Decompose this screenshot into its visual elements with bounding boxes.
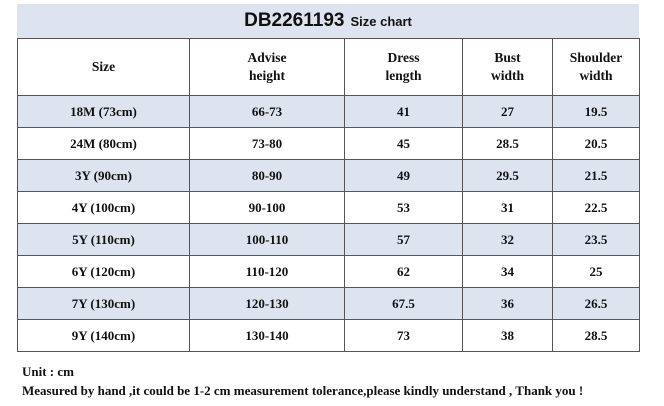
cell-size: 24M (80cm) (17, 127, 190, 160)
table-row: 4Y (100cm) 90-100 53 31 22.5 (17, 191, 640, 224)
cell-dress-length: 67.5 (344, 287, 463, 320)
chart-subtitle: Size chart (350, 14, 412, 29)
cell-size: 6Y (120cm) (17, 255, 190, 288)
cell-bust-width: 28.5 (462, 127, 553, 160)
cell-shoulder-width: 20.5 (552, 127, 640, 160)
cell-bust-width: 31 (462, 191, 553, 224)
table-row: 3Y (90cm) 80-90 49 29.5 21.5 (17, 159, 640, 192)
header-advise-height: Advise height (189, 38, 345, 96)
header-bust-width-line2: width (490, 68, 524, 83)
header-bust-width: Bust width (462, 38, 553, 96)
cell-advise-height: 90-100 (189, 191, 345, 224)
table-row: 7Y (130cm) 120-130 67.5 36 26.5 (17, 287, 640, 320)
table-row: 5Y (110cm) 100-110 57 32 23.5 (17, 223, 640, 256)
cell-bust-width: 36 (462, 287, 553, 320)
cell-shoulder-width: 28.5 (552, 319, 640, 352)
title-bar: DB2261193 Size chart (17, 4, 639, 38)
table-row: 24M (80cm) 73-80 45 28.5 20.5 (17, 127, 640, 160)
cell-dress-length: 49 (344, 159, 463, 192)
cell-dress-length: 73 (344, 319, 463, 352)
tolerance-note: Measured by hand ,it could be 1-2 cm mea… (22, 383, 584, 398)
header-advise-height-line2: height (248, 68, 285, 83)
cell-advise-height: 100-110 (189, 223, 345, 256)
header-bust-width-line1: Bust (494, 50, 521, 65)
header-dress-length: Dress length (344, 38, 463, 96)
cell-dress-length: 57 (344, 223, 463, 256)
cell-shoulder-width: 19.5 (552, 95, 640, 128)
table-row: 6Y (120cm) 110-120 62 34 25 (17, 255, 640, 288)
cell-size: 7Y (130cm) (17, 287, 190, 320)
product-code: DB2261193 (244, 10, 345, 31)
header-dress-length-line2: length (385, 68, 422, 83)
cell-size: 3Y (90cm) (17, 159, 190, 192)
cell-advise-height: 110-120 (189, 255, 345, 288)
cell-shoulder-width: 26.5 (552, 287, 640, 320)
notes: Unit : cm Measured by hand ,it could be … (22, 362, 583, 400)
cell-size: 18M (73cm) (17, 95, 190, 128)
cell-bust-width: 29.5 (462, 159, 553, 192)
cell-size: 9Y (140cm) (17, 319, 190, 352)
size-table: Size Advise height Dress length Bust width … (17, 38, 640, 352)
cell-advise-height: 120-130 (189, 287, 345, 320)
unit-note: Unit : cm (22, 364, 74, 379)
header-dress-length-line1: Dress (387, 50, 420, 65)
cell-dress-length: 53 (344, 191, 463, 224)
cell-shoulder-width: 23.5 (552, 223, 640, 256)
cell-shoulder-width: 25 (552, 255, 640, 288)
cell-bust-width: 32 (462, 223, 553, 256)
header-shoulder-width: Shoulder width (552, 38, 640, 96)
cell-bust-width: 34 (462, 255, 553, 288)
header-shoulder-width-line1: Shoulder (569, 50, 623, 65)
cell-dress-length: 45 (344, 127, 463, 160)
header-advise-height-line1: Advise (247, 50, 287, 65)
cell-bust-width: 38 (462, 319, 553, 352)
cell-size: 4Y (100cm) (17, 191, 190, 224)
cell-dress-length: 62 (344, 255, 463, 288)
cell-shoulder-width: 22.5 (552, 191, 640, 224)
cell-advise-height: 130-140 (189, 319, 345, 352)
cell-advise-height: 73-80 (189, 127, 345, 160)
cell-advise-height: 80-90 (189, 159, 345, 192)
cell-dress-length: 41 (344, 95, 463, 128)
header-size: Size (17, 38, 190, 96)
cell-advise-height: 66-73 (189, 95, 345, 128)
table-row: 9Y (140cm) 130-140 73 38 28.5 (17, 319, 640, 352)
header-row: Size Advise height Dress length Bust width … (17, 38, 640, 96)
cell-size: 5Y (110cm) (17, 223, 190, 256)
table-row: 18M (73cm) 66-73 41 27 19.5 (17, 95, 640, 128)
header-shoulder-width-line2: width (579, 68, 613, 83)
header-size-label: Size (91, 59, 116, 74)
cell-shoulder-width: 21.5 (552, 159, 640, 192)
cell-bust-width: 27 (462, 95, 553, 128)
